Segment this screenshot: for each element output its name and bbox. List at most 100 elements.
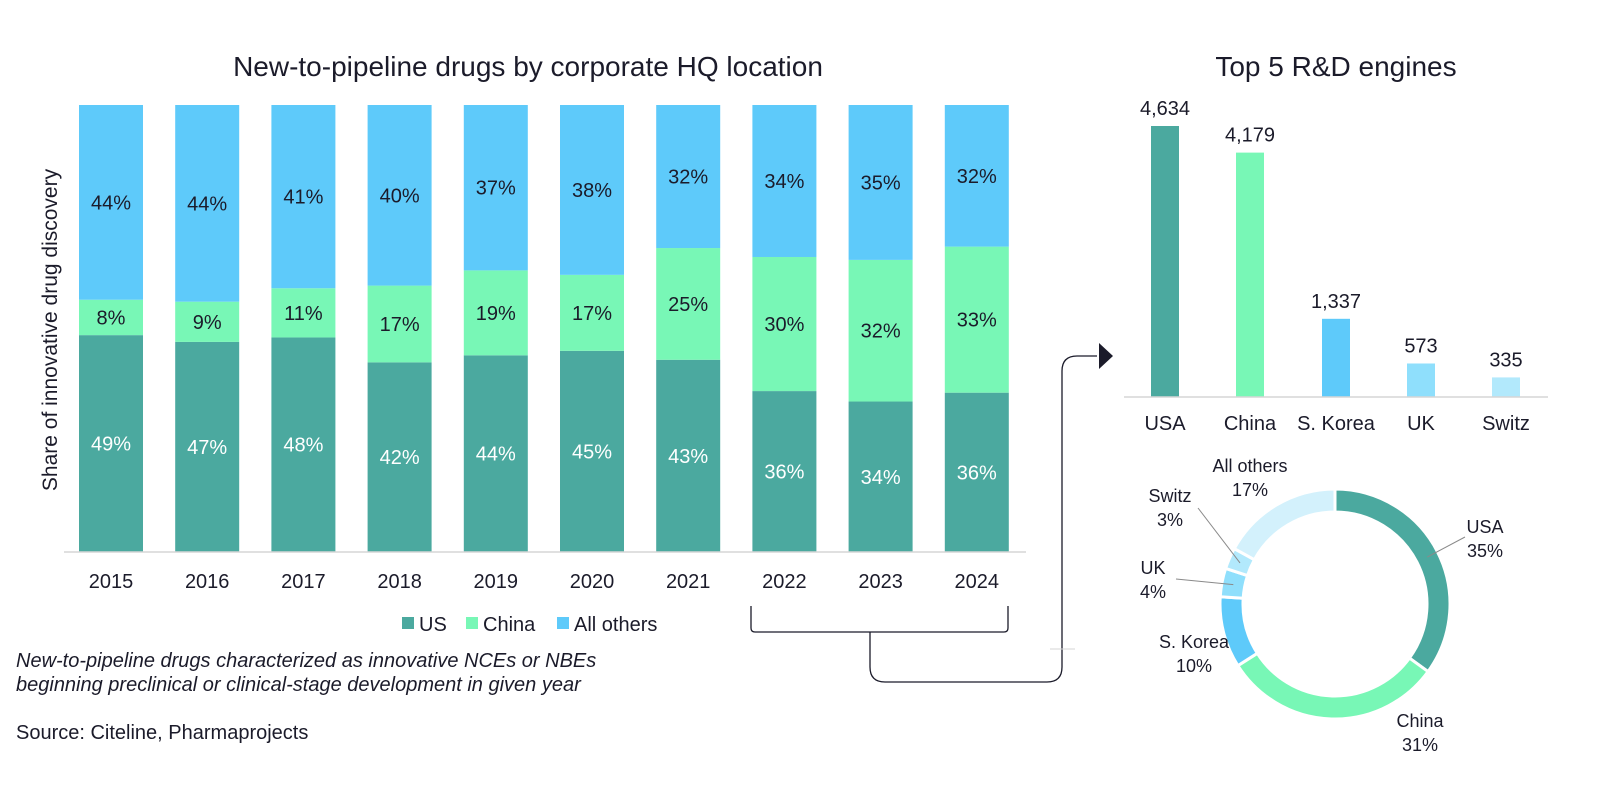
bar-value-label: 32% bbox=[668, 167, 708, 189]
top5-category-label: Switz bbox=[1482, 413, 1530, 435]
bar-value-label: 42% bbox=[380, 447, 420, 469]
bar-2015-all-others bbox=[79, 105, 143, 300]
bar-2015-us bbox=[79, 335, 143, 552]
y-axis-label: Share of innovative drug discovery bbox=[39, 168, 62, 491]
top5-value-label: 4,179 bbox=[1225, 125, 1275, 147]
bar-value-label: 41% bbox=[283, 187, 323, 209]
bar-2019-us bbox=[463, 355, 528, 552]
x-tick-label: 2024 bbox=[955, 571, 1000, 593]
footnote: New-to-pipeline drugs characterized as i… bbox=[16, 649, 596, 697]
bar-value-label: 48% bbox=[283, 435, 323, 457]
bar-value-label: 36% bbox=[764, 462, 804, 484]
legend-label: All others bbox=[574, 614, 657, 636]
x-tick-label: 2017 bbox=[281, 571, 326, 593]
bar-value-label: 44% bbox=[187, 193, 227, 215]
bar-2022-china bbox=[752, 256, 817, 392]
bar-2023-all-others bbox=[848, 105, 913, 260]
bar-value-label: 38% bbox=[572, 180, 612, 202]
bar-2023-china bbox=[848, 259, 913, 402]
donut-label-value: 17% bbox=[1232, 480, 1268, 500]
bar-value-label: 44% bbox=[91, 192, 131, 214]
bar-value-label: 30% bbox=[764, 314, 804, 336]
bar-value-label: 34% bbox=[861, 467, 901, 489]
bar-2022-us bbox=[752, 391, 817, 552]
donut-leader-line bbox=[1426, 536, 1466, 558]
bar-2019-china bbox=[463, 270, 528, 356]
bar-value-label: 44% bbox=[476, 444, 516, 466]
bar-2024-us bbox=[944, 392, 1009, 552]
legend-label: China bbox=[483, 614, 536, 636]
x-tick-labels: 2015 2016 2017 2018 2019 2020 2021 2022 2023 2024 bbox=[89, 571, 999, 593]
x-tick-label: 2020 bbox=[570, 571, 615, 593]
bar-value-label: 40% bbox=[380, 185, 420, 207]
legend-swatch bbox=[466, 617, 478, 629]
donut-label-value: 4% bbox=[1140, 582, 1166, 602]
bar-value-label: 47% bbox=[187, 437, 227, 459]
donut-label-value: 10% bbox=[1176, 656, 1212, 676]
top5-category-label: USA bbox=[1144, 413, 1186, 435]
top5-bar-usa bbox=[1151, 126, 1179, 397]
bar-2023-us bbox=[848, 401, 913, 552]
donut-leader-line bbox=[1197, 507, 1241, 564]
top5-bar-china bbox=[1236, 152, 1264, 397]
donut-label-name: China bbox=[1396, 711, 1444, 731]
bracket-2022-2024 bbox=[750, 355, 1097, 683]
donut-slice-usa bbox=[1333, 487, 1452, 674]
bar-value-label: 37% bbox=[476, 178, 516, 200]
arrow-head bbox=[1099, 343, 1113, 369]
bar-2017-all-others bbox=[271, 105, 336, 289]
top5-category-label: China bbox=[1224, 413, 1277, 435]
top5-chart-title: Top 5 R&D engines bbox=[1215, 51, 1456, 82]
donut-label-name: All others bbox=[1212, 456, 1287, 476]
top5-value-label: 4,634 bbox=[1140, 98, 1190, 120]
x-tick-label: 2019 bbox=[474, 571, 519, 593]
bar-value-label: 34% bbox=[764, 171, 804, 193]
bar-value-label: 11% bbox=[284, 303, 323, 325]
donut-leader-line bbox=[1175, 578, 1234, 586]
bar-2024-china bbox=[944, 246, 1009, 393]
bar-value-label: 49% bbox=[91, 434, 131, 456]
x-tick-label: 2022 bbox=[762, 571, 807, 593]
top5-bars: 4,634 USA 4,179 China 1,337 S. Korea 573 UK 335 S… bbox=[1140, 98, 1530, 435]
bar-2021-us bbox=[656, 359, 721, 552]
x-tick-label: 2021 bbox=[666, 571, 711, 593]
bar-2016-all-others bbox=[175, 105, 240, 302]
bar-2021-all-others bbox=[656, 105, 721, 249]
legend: US China All others bbox=[402, 614, 657, 636]
donut-slice-china bbox=[1235, 651, 1431, 721]
stacked-bars: 49% 8% 44% 47% 9% 44% 48% 11% 41% 42% 17% 40% 44% 19%… bbox=[79, 105, 1009, 552]
bar-2017-china bbox=[271, 288, 336, 338]
bar-value-label: 45% bbox=[572, 441, 612, 463]
top5-value-label: 573 bbox=[1404, 335, 1437, 357]
bar-2022-all-others bbox=[752, 105, 817, 257]
bar-value-label: 32% bbox=[957, 166, 997, 188]
donut-label-value: 35% bbox=[1467, 541, 1503, 561]
footnote-line-1: New-to-pipeline drugs characterized as i… bbox=[16, 650, 597, 672]
bar-value-label: 25% bbox=[668, 294, 708, 316]
top5-bar-s-korea bbox=[1322, 318, 1350, 397]
main-chart-title: New-to-pipeline drugs by corporate HQ lo… bbox=[233, 51, 823, 82]
donut-label-value: 3% bbox=[1157, 510, 1183, 530]
bar-2015-china bbox=[79, 299, 143, 336]
legend-swatch bbox=[557, 617, 569, 629]
donut-label-name: S. Korea bbox=[1159, 632, 1230, 652]
bar-value-label: 9% bbox=[193, 312, 222, 334]
top5-value-label: 1,337 bbox=[1311, 291, 1361, 313]
bar-2018-us bbox=[367, 362, 432, 552]
bar-2018-all-others bbox=[367, 105, 432, 286]
bar-value-label: 36% bbox=[957, 462, 997, 484]
bar-2020-us bbox=[560, 350, 624, 552]
x-tick-label: 2015 bbox=[89, 571, 134, 593]
donut-chart: USA 35% China 31% S. Korea 10% UK 4% Switz 3% All … bbox=[1140, 456, 1504, 755]
x-tick-label: 2018 bbox=[377, 571, 422, 593]
top5-category-label: S. Korea bbox=[1297, 413, 1376, 435]
legend-swatch bbox=[402, 617, 414, 629]
top5-category-label: UK bbox=[1407, 413, 1435, 435]
donut-label-name: USA bbox=[1466, 517, 1503, 537]
bar-2017-us bbox=[271, 337, 336, 552]
top5-value-label: 335 bbox=[1489, 349, 1522, 371]
bar-2021-china bbox=[656, 248, 721, 360]
bar-2020-china bbox=[560, 274, 624, 351]
top5-bar-switz bbox=[1492, 377, 1520, 397]
